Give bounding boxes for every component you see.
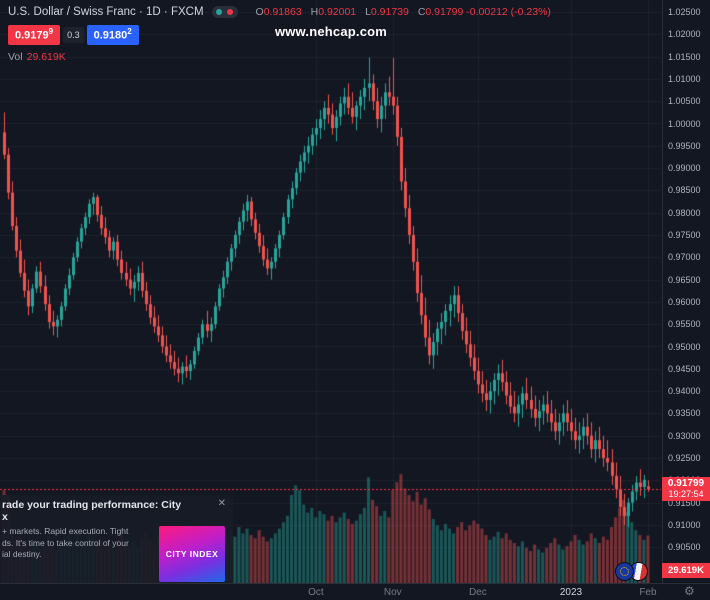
- time-tick-label: Nov: [383, 587, 402, 598]
- price-tick-label: 0.99000: [668, 163, 701, 174]
- chart-legend: U.S. Dollar / Swiss Franc · 1D · FXCM O0…: [8, 6, 551, 63]
- bar-countdown: 19:27:54: [668, 489, 704, 500]
- price-tick-label: 0.98000: [668, 207, 701, 218]
- open-value: 0.91863: [263, 6, 302, 18]
- price-tick-label: 0.94000: [668, 386, 701, 397]
- price-tick-label: 0.97000: [668, 252, 701, 263]
- price-tick-label: 0.99500: [668, 140, 701, 151]
- price-tick-label: 1.00500: [668, 96, 701, 107]
- watermark: www.nehcap.com: [274, 24, 388, 39]
- low-value: 0.91739: [370, 6, 409, 18]
- price-tick-label: 1.02000: [668, 29, 701, 40]
- settings-gear-icon[interactable]: ⚙: [684, 584, 695, 598]
- price-tick-label: 0.97500: [668, 230, 701, 240]
- open-label: O: [255, 6, 264, 18]
- ad-banner[interactable]: ✕ rade your trading performance: City x …: [0, 495, 233, 583]
- buy-button[interactable]: 0.91802: [86, 25, 139, 45]
- eu-flag-icon[interactable]: [615, 562, 634, 581]
- price-tick-label: 0.96500: [668, 274, 701, 285]
- ad-title-line: rade your trading performance: City: [2, 499, 182, 511]
- ad-body-line: ds. It's time to take control of your: [2, 537, 129, 548]
- change-value: -0.00212 (-0.23%): [466, 6, 551, 18]
- price-tick-label: 0.93000: [668, 430, 701, 441]
- ad-close-icon[interactable]: ✕: [217, 498, 226, 509]
- price-tick-label: 0.98500: [668, 185, 701, 196]
- green-dot-icon: [216, 9, 223, 15]
- red-dot-icon: [226, 9, 233, 15]
- high-label: H: [310, 6, 319, 18]
- volume-axis-badge: 29.619K: [662, 563, 710, 578]
- price-tick-label: 1.00000: [668, 118, 701, 129]
- spread-value: 0.3: [63, 26, 84, 43]
- high-value: 0.92001: [318, 6, 357, 18]
- price-tick-label: 0.96000: [668, 296, 701, 307]
- price-tick-label: 0.92500: [668, 453, 701, 463]
- ohlc-readout: O0.91863 H0.92001 L0.91739 C0.91799 -0.0…: [250, 6, 551, 18]
- sell-button[interactable]: 0.91799: [8, 25, 61, 45]
- price-tick-label: 0.93500: [668, 408, 701, 419]
- symbol-title[interactable]: U.S. Dollar / Swiss Franc · 1D · FXCM: [8, 6, 204, 18]
- time-tick-label: Oct: [308, 587, 324, 598]
- price-tick-label: 0.91000: [668, 519, 701, 530]
- price-tick-label: 0.95500: [668, 319, 701, 330]
- close-label: C: [417, 6, 426, 18]
- buy-sell-toggle[interactable]: [211, 6, 238, 18]
- vol-value: 29.619K: [26, 50, 66, 63]
- price-tick-label: 1.01000: [668, 73, 701, 84]
- time-tick-label: 2023: [559, 587, 583, 598]
- city-index-logo[interactable]: CITY INDEX: [159, 526, 225, 582]
- price-tick-label: 1.01500: [668, 51, 701, 62]
- time-tick-label: Feb: [639, 587, 657, 598]
- price-tick-label: 0.91500: [668, 497, 701, 508]
- price-tick-label: 0.94500: [668, 363, 701, 374]
- price-tick-label: 1.02500: [668, 7, 701, 17]
- flag-icons[interactable]: [615, 562, 648, 581]
- ask-pip: 2: [127, 27, 132, 36]
- current-price-badge: 0.91799 19:27:54: [662, 477, 710, 502]
- ad-body-line: ial destiny.: [2, 549, 42, 559]
- ad-title: rade your trading performance: City x: [2, 499, 225, 523]
- ad-title-line: x: [2, 511, 8, 523]
- time-axis[interactable]: Oct Nov Dec 2023 Feb: [0, 583, 710, 600]
- ask-price: 0.9180: [93, 29, 128, 42]
- bid-price: 0.9179: [15, 29, 49, 42]
- bid-pip: 9: [48, 27, 54, 36]
- ad-body-line: + markets. Rapid execution. Tight: [2, 526, 129, 536]
- price-tick-label: 0.95000: [668, 341, 701, 352]
- close-value: 0.91799: [425, 6, 464, 18]
- ad-body: + markets. Rapid execution. Tight ds. It…: [2, 526, 155, 582]
- current-price: 0.91799: [667, 478, 705, 490]
- low-label: L: [365, 6, 371, 18]
- vol-label: Vol: [8, 50, 23, 63]
- volume-readout: Vol 29.619K: [8, 51, 551, 63]
- time-tick-label: Dec: [468, 587, 487, 598]
- price-tick-label: 0.90500: [668, 542, 701, 553]
